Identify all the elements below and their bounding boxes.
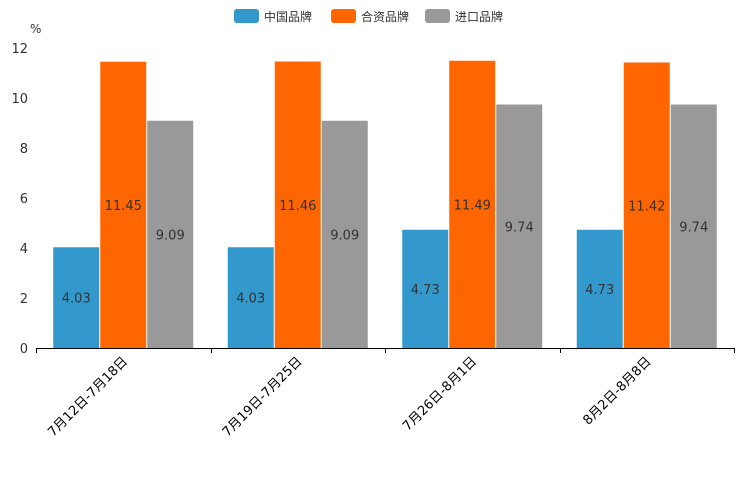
legend-item-2[interactable]: 合资品牌 xyxy=(331,9,409,24)
bar xyxy=(147,120,194,348)
data-label: 11.49 xyxy=(454,198,491,213)
data-label: 9.74 xyxy=(505,220,534,235)
y-axis: 0 2 4 6 8 10 12 xyxy=(11,42,28,357)
data-label: 11.45 xyxy=(105,199,142,214)
bar xyxy=(576,229,623,348)
data-label: 4.03 xyxy=(62,292,91,307)
x-axis: 7月12日-7月18日 7月19日-7月25日 7月26日-8月1日 8月2日-8月8… xyxy=(36,348,735,440)
data-label: 4.73 xyxy=(411,283,440,298)
x-tick-label: 8月2日-8月8日 xyxy=(580,354,654,428)
legend-item-3[interactable]: 进口品牌 xyxy=(425,9,503,24)
y-tick-label: 4 xyxy=(20,242,28,257)
y-tick-label: 10 xyxy=(11,92,28,107)
legend-label: 合资品牌 xyxy=(361,9,409,24)
y-tick-label: 6 xyxy=(20,192,28,207)
bar xyxy=(670,104,717,348)
bar xyxy=(227,247,274,348)
data-label: 11.42 xyxy=(628,199,665,214)
data-label: 4.03 xyxy=(236,292,265,307)
legend-label: 进口品牌 xyxy=(455,10,503,24)
bar xyxy=(100,61,147,348)
y-tick-label: 0 xyxy=(20,342,28,357)
data-label: 9.09 xyxy=(330,228,359,243)
bar xyxy=(53,247,100,348)
legend-item-1[interactable]: 中国品牌 xyxy=(234,9,312,24)
y-tick-label: 8 xyxy=(20,142,28,157)
legend-swatch xyxy=(234,9,259,23)
bar-series: 4.03 11.45 9.09 4.03 11.46 9.09 4.73 11.49 9.74 4… xyxy=(53,60,717,348)
legend: 中国品牌 合资品牌 进口品牌 xyxy=(234,9,503,24)
y-tick-label: 2 xyxy=(20,292,28,307)
data-label: 9.09 xyxy=(156,228,185,243)
x-tick-label: 7月19日-7月25日 xyxy=(220,354,306,440)
legend-swatch xyxy=(425,9,450,23)
y-tick-label: 12 xyxy=(11,42,28,57)
legend-swatch xyxy=(331,9,356,23)
bar xyxy=(623,62,670,348)
data-label: 4.73 xyxy=(585,283,614,298)
x-tick-label: 7月26日-8月1日 xyxy=(400,354,480,434)
y-axis-unit-label: % xyxy=(30,22,41,36)
bar xyxy=(402,229,449,348)
legend-label: 中国品牌 xyxy=(264,9,312,24)
x-tick-label: 7月12日-7月18日 xyxy=(45,354,131,440)
bar xyxy=(449,60,496,348)
data-label: 9.74 xyxy=(679,220,708,235)
data-label: 11.46 xyxy=(279,199,316,214)
bar xyxy=(321,120,368,348)
bar xyxy=(496,104,543,348)
bar xyxy=(274,61,321,348)
